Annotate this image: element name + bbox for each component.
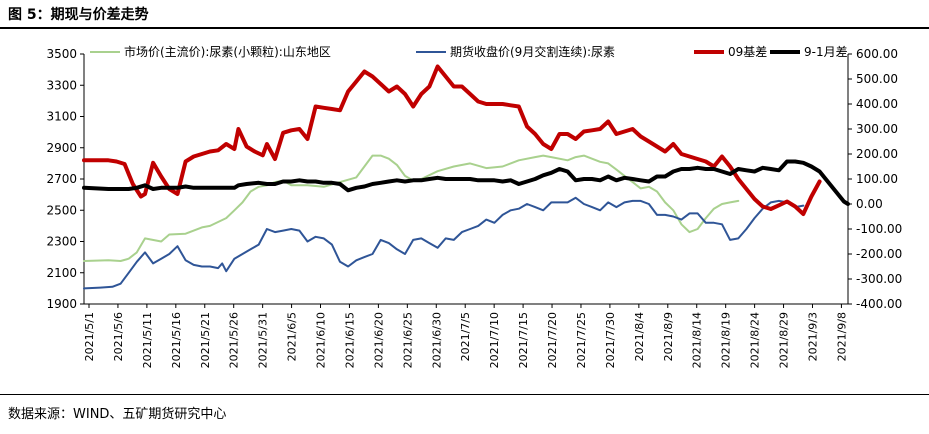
right-tick-label: 0.00: [856, 197, 883, 211]
top-rule: [0, 27, 929, 29]
legend-label-2: 09基差: [728, 45, 767, 59]
series-line-3: [82, 159, 850, 206]
legend: 市场价(主流价):尿素(小颗粒):山东地区 期货收盘价(9月交割连续):尿素 09基…: [90, 44, 848, 59]
legend-label-0: 市场价(主流价):尿素(小颗粒):山东地区: [124, 44, 331, 59]
x-tick-label: 2021/6/25: [401, 312, 414, 368]
x-tick-label: 2021/6/20: [372, 312, 385, 368]
x-tick-label: 2021/5/26: [228, 312, 241, 368]
x-tick-label: 2021/5/21: [199, 312, 212, 368]
bottom-rule: [0, 394, 929, 395]
left-tick-label: 3500: [46, 47, 77, 61]
x-tick-label: 2021/5/6: [112, 312, 125, 361]
left-tick-label: 2500: [46, 203, 77, 217]
right-tick-label: 100.00: [856, 172, 898, 186]
right-tick-label: 400.00: [856, 97, 898, 111]
right-tick-label: -400.00: [856, 297, 902, 311]
left-tick-label: 3100: [46, 110, 77, 124]
right-tick-label: -200.00: [856, 247, 902, 261]
x-tick-label: 2021/5/31: [257, 312, 270, 368]
x-tick-label: 2021/5/16: [170, 312, 183, 368]
right-tick-label: 600.00: [856, 47, 898, 61]
x-tick-label: 2021/7/10: [488, 312, 501, 368]
x-tick-label: 2021/6/10: [315, 312, 328, 368]
x-tick-label: 2021/7/30: [604, 312, 617, 368]
right-tick-label: 500.00: [856, 72, 898, 86]
x-tick-label: 2021/9/3: [806, 312, 819, 361]
x-tick-label: 2021/8/14: [691, 312, 704, 368]
left-tick-label: 3300: [46, 78, 77, 92]
series-layer: [82, 64, 850, 290]
legend-label-3: 9-1月差: [804, 45, 848, 59]
x-tick-label: 2021/6/5: [286, 312, 299, 361]
left-tick-label: 1900: [46, 297, 77, 311]
series-line-1: [83, 196, 805, 290]
left-tick-label: 2100: [46, 266, 77, 280]
x-tick-label: 2021/7/20: [546, 312, 559, 368]
x-tick-label: 2021/8/9: [662, 312, 675, 361]
x-tick-label: 2021/8/19: [720, 312, 733, 368]
right-tick-label: 200.00: [856, 147, 898, 161]
legend-label-1: 期货收盘价(9月交割连续):尿素: [450, 44, 615, 59]
x-tick-label: 2021/8/24: [749, 312, 762, 368]
right-tick-label: -100.00: [856, 222, 902, 236]
right-tick-label: 300.00: [856, 122, 898, 136]
axes: 1900 2100 2300 2500 2700 2900 3100 3300 3500 -400…: [46, 47, 902, 368]
x-tick-label: 2021/9/8: [835, 312, 848, 361]
left-tick-label: 2300: [46, 235, 77, 249]
x-tick-label: 2021/6/30: [430, 312, 443, 368]
x-tick-label: 2021/6/15: [343, 312, 356, 368]
x-tick-label: 2021/7/5: [459, 312, 472, 361]
figure-title: 图 5：期现与价差走势: [8, 7, 149, 23]
series-line-2: [82, 64, 822, 216]
chart: 1900 2100 2300 2500 2700 2900 3100 3300 3500 -400…: [46, 44, 902, 368]
left-tick-label: 2900: [46, 141, 77, 155]
right-tick-label: -300.00: [856, 272, 902, 286]
x-tick-label: 2021/8/4: [633, 312, 646, 361]
left-tick-label: 2700: [46, 172, 77, 186]
x-tick-label: 2021/5/11: [141, 312, 154, 368]
x-tick-label: 2021/5/1: [83, 312, 96, 361]
x-tick-label: 2021/7/25: [575, 312, 588, 368]
x-tick-label: 2021/7/15: [517, 312, 530, 368]
x-tick-label: 2021/8/29: [778, 312, 791, 368]
source-note: 数据来源：WIND、五矿期货研究中心: [8, 407, 227, 422]
